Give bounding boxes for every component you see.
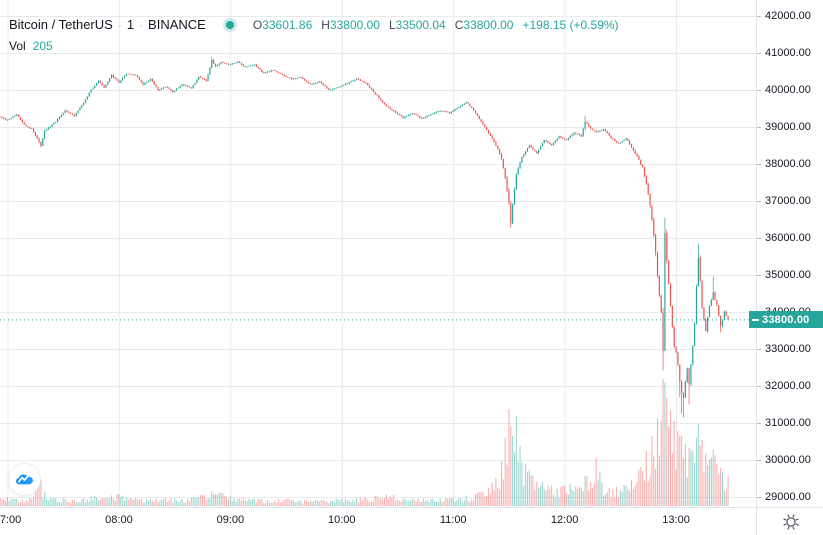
time-tick-label: 11:00	[439, 514, 467, 526]
price-tick-mark	[757, 460, 761, 461]
price-tick-mark	[757, 201, 761, 202]
last-price-value: 33800.00	[762, 313, 810, 326]
price-tick-label: 32000.00	[765, 380, 811, 392]
low-value: 33500.04	[395, 17, 446, 32]
price-tick-label: 37000.00	[765, 195, 811, 207]
candles	[0, 56, 729, 418]
price-tick-mark	[757, 497, 761, 498]
time-tick-label: 09:00	[216, 514, 245, 526]
price-tick-label: 33000.00	[765, 343, 811, 355]
price-tick-mark	[757, 90, 761, 91]
market-status-dot-icon[interactable]	[225, 20, 234, 29]
price-tick-label: 40000.00	[765, 84, 811, 96]
price-tick-mark	[757, 127, 761, 128]
price-tick-label: 29000.00	[765, 491, 811, 503]
price-axis[interactable]: 42000.00 41000.00 40000.00 39000.00 38000.00…	[756, 0, 823, 507]
time-tick-label: 10:00	[328, 514, 356, 526]
volume-bars	[0, 379, 729, 506]
axis-settings-corner[interactable]	[756, 507, 823, 535]
time-tick-label: 07:00	[0, 514, 22, 526]
price-tick-label: 41000.00	[765, 47, 811, 59]
price-tick-mark	[757, 275, 761, 276]
tradingview-logo[interactable]	[9, 464, 40, 495]
low-label: L	[388, 17, 396, 32]
open-value: 33601.86	[262, 17, 313, 32]
high-label: H	[321, 17, 330, 32]
price-tick-label: 42000.00	[765, 10, 811, 22]
tradingview-logo-icon	[15, 474, 33, 485]
price-tick-label: 38000.00	[765, 158, 811, 170]
price-tick-label: 35000.00	[765, 269, 811, 281]
open-label: O	[252, 17, 263, 32]
time-tick-label: 08:00	[105, 514, 133, 526]
price-tick-mark	[757, 16, 761, 17]
exchange-label[interactable]: BINANCE	[148, 17, 206, 32]
symbol-title[interactable]: Bitcoin / TetherUS	[9, 17, 113, 32]
separator-dot: ·	[117, 17, 122, 32]
high-value: 33800.00	[329, 17, 380, 32]
gear-icon[interactable]	[782, 513, 800, 531]
price-tick-mark	[757, 238, 761, 239]
volume-value: 205	[32, 39, 53, 53]
legend: Bitcoin / TetherUS · 1 · BINANCE O33601.…	[9, 17, 619, 32]
volume-legend[interactable]: Vol 205	[9, 39, 53, 53]
price-tick-mark	[757, 386, 761, 387]
close-label: C	[454, 17, 464, 32]
time-tick-label: 13:00	[662, 514, 690, 526]
price-tick-mark	[757, 423, 761, 424]
price-tick-mark	[757, 349, 761, 350]
time-axis[interactable]: 07:00 08:00 09:00 10:00 11:00 12:00 13:00	[0, 507, 756, 535]
last-price-badge: 33800.00	[749, 311, 823, 328]
price-tick-mark	[757, 164, 761, 165]
badge-tick-icon	[752, 318, 759, 321]
volume-label: Vol	[9, 39, 26, 53]
ohlc-values: O33601.86 H33800.00 L33500.04 C33800.00 …	[253, 18, 619, 32]
price-tick-label: 36000.00	[765, 232, 811, 244]
change-value: +198.15 (+0.59%)	[522, 17, 619, 32]
separator-dot: ·	[139, 17, 144, 32]
price-tick-label: 31000.00	[765, 417, 811, 429]
price-tick-mark	[757, 53, 761, 54]
interval-label[interactable]: 1	[126, 17, 135, 32]
price-tick-label: 39000.00	[765, 121, 811, 133]
price-tick-label: 30000.00	[765, 454, 811, 466]
close-value: 33800.00	[463, 17, 514, 32]
time-tick-label: 12:00	[550, 514, 579, 526]
